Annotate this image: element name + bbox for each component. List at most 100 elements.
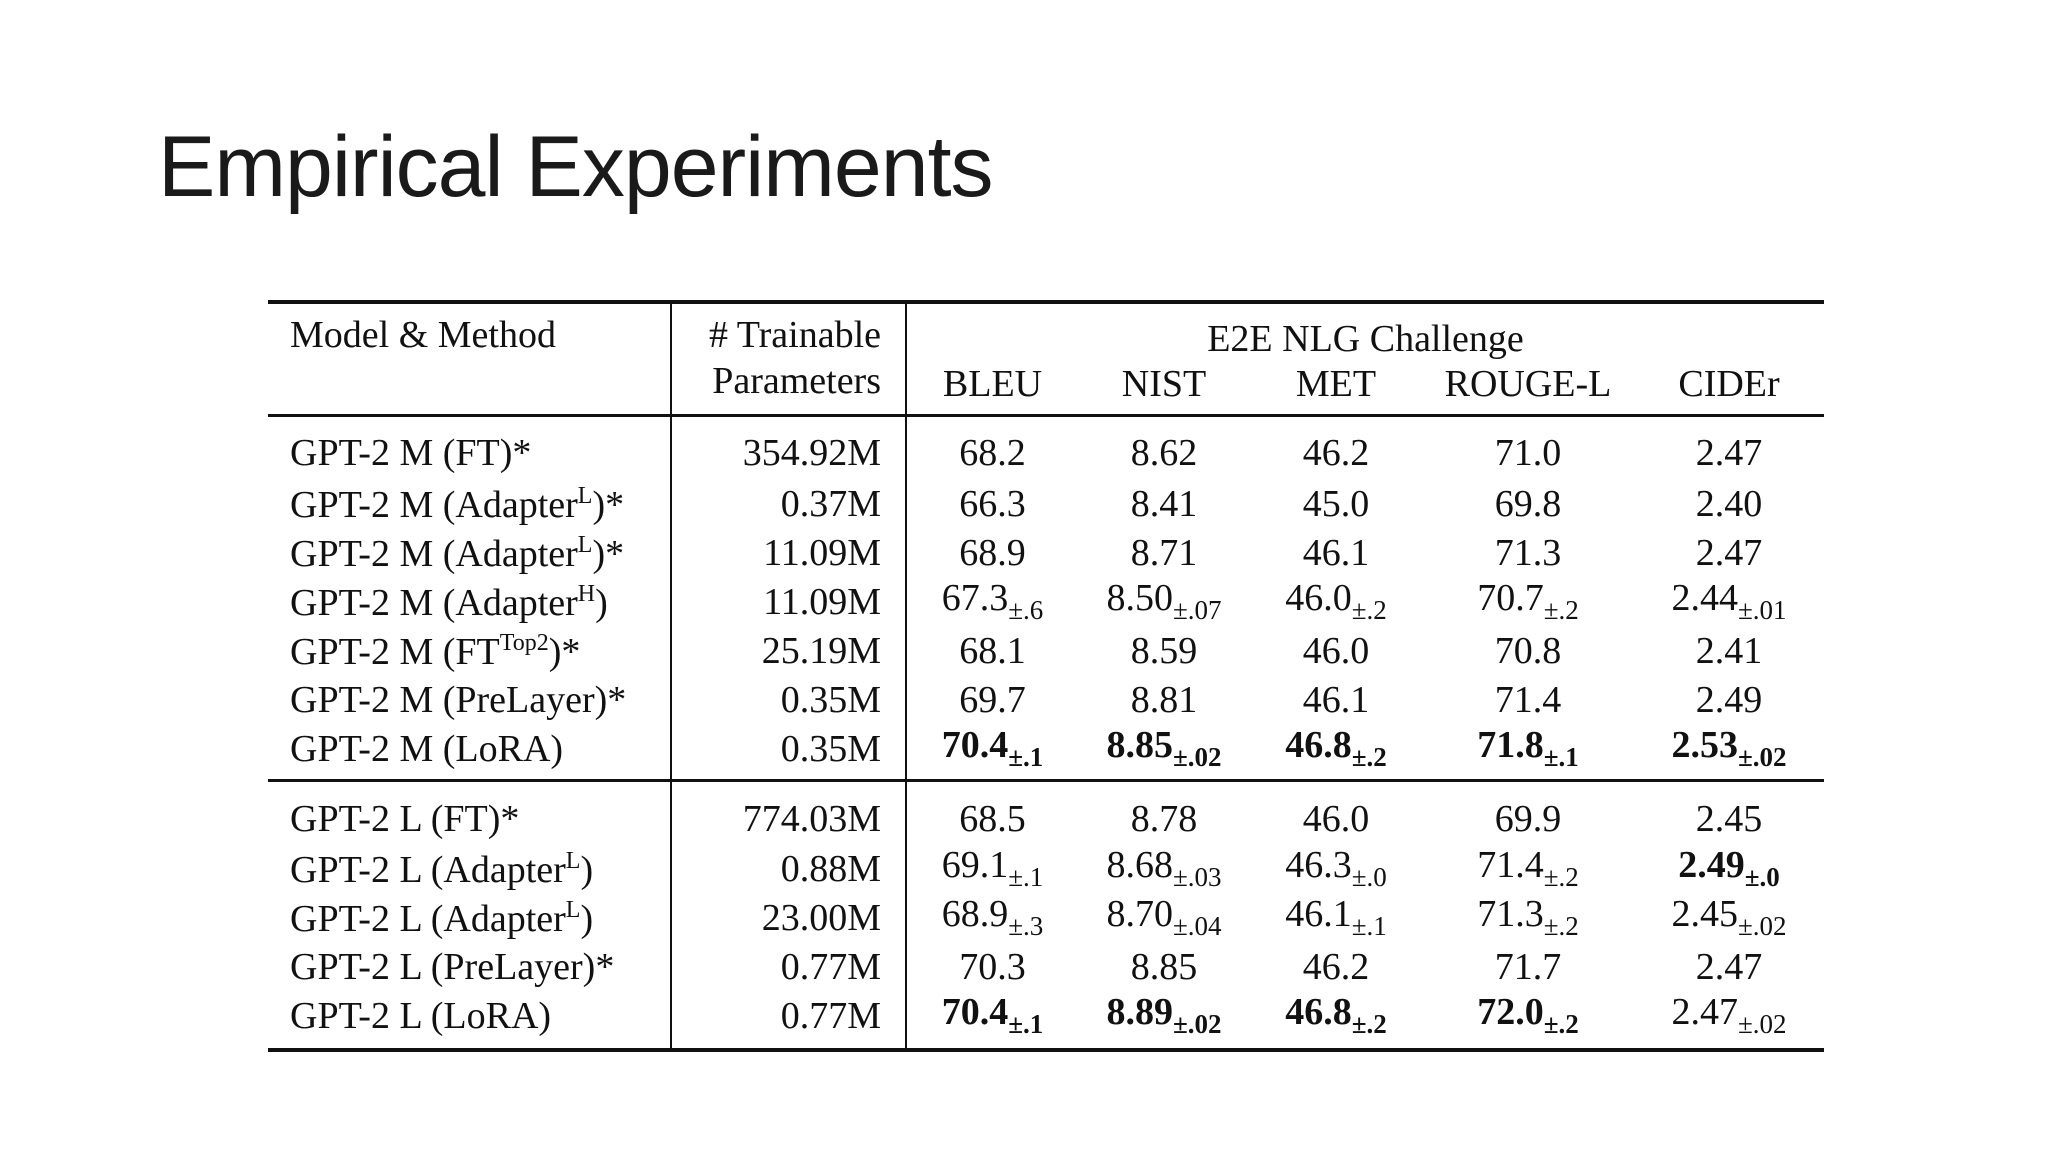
model-suffix: )*	[592, 483, 625, 526]
results-table: Model & Method # Trainable E2E NLG Chall…	[268, 300, 1825, 1052]
metric-std: ±.2	[1351, 1009, 1387, 1039]
model-superscript: L	[565, 896, 581, 923]
metric-std: ±.0	[1351, 862, 1387, 892]
metric-std: ±.2	[1543, 1009, 1579, 1039]
trainable-params-cell: 354.92M	[671, 415, 907, 479]
metric-cell: 2.47	[1634, 528, 1824, 577]
table-row: GPT-2 M (LoRA) 0.35M 70.4±.1 8.85±.02 46.8±.…	[268, 724, 1824, 781]
metric-cell: 2.40	[1634, 479, 1824, 528]
metric-cell: 2.49	[1634, 675, 1824, 724]
metric-cell: 2.41	[1634, 626, 1824, 675]
model-superscript: L	[577, 531, 593, 558]
metric-cell: 71.0	[1422, 416, 1634, 480]
metric-std: ±.1	[1008, 1009, 1044, 1039]
metric-cell: 8.71	[1078, 528, 1250, 577]
table-row: GPT-2 L (AdapterL) 23.00M 68.9±.3 8.70±.04 4…	[268, 893, 1824, 942]
metric-std: ±.0	[1744, 862, 1780, 892]
metric-value: 2.47	[1695, 531, 1763, 574]
metric-cell: 46.2	[1250, 416, 1422, 480]
metric-std: ±.03	[1172, 862, 1222, 892]
metric-value: 70.4	[941, 991, 1009, 1033]
metric-cell: 8.70±.04	[1078, 893, 1250, 942]
metric-std: ±.1	[1008, 862, 1044, 892]
metric-cell: 68.5	[906, 781, 1078, 845]
header-metric-bleu: BLEU	[942, 363, 1043, 405]
model-name: GPT-2 L (Adapter	[290, 848, 566, 891]
metric-value: 8.59	[1130, 629, 1198, 672]
metric-std: ±.07	[1172, 595, 1222, 625]
header-model-method: Model & Method	[268, 302, 672, 416]
metric-cell: 69.1±.1	[906, 844, 1078, 893]
model-method-cell: GPT-2 L (AdapterL)	[268, 844, 672, 893]
metric-value: 46.1	[1285, 893, 1352, 935]
table-row: GPT-2 M (AdapterH) 11.09M 67.3±.6 8.50±.07 4…	[268, 577, 1824, 626]
metric-value: 46.8	[1285, 991, 1352, 1033]
model-method-cell: GPT-2 M (FTTop2)*	[268, 626, 672, 675]
metric-cell: 70.3	[906, 942, 1078, 991]
metric-cell: 2.53±.02	[1634, 724, 1824, 781]
metric-value: 8.62	[1130, 432, 1198, 474]
metric-value: 8.70	[1106, 893, 1173, 935]
metric-value: 71.4	[1494, 678, 1562, 721]
header-metric-cider: CIDEr	[1678, 363, 1780, 405]
metric-cell: 2.45±.02	[1634, 893, 1824, 942]
metric-cell: 70.4±.1	[906, 991, 1078, 1050]
metric-std: ±.2	[1351, 742, 1387, 772]
model-name: GPT-2 M (Adapter	[290, 483, 578, 526]
metric-std: ±.2	[1351, 595, 1387, 625]
metric-value: 69.8	[1494, 482, 1562, 525]
metric-cell: 45.0	[1250, 479, 1422, 528]
metric-std: ±.1	[1543, 742, 1579, 772]
metric-cell: 68.2	[906, 416, 1078, 480]
model-name: GPT-2 M (PreLayer)*	[290, 678, 627, 721]
model-suffix: )*	[592, 532, 625, 575]
table-row: GPT-2 M (AdapterL)* 0.37M 66.3 8.41 45.0 69.8…	[268, 479, 1824, 528]
metric-cell: 70.7±.2	[1422, 577, 1634, 626]
metric-value: 2.47	[1695, 945, 1763, 988]
model-name: GPT-2 L (LoRA)	[290, 994, 552, 1037]
metric-cell: 68.1	[906, 626, 1078, 675]
header-e2e-group: E2E NLG Challenge	[1207, 318, 1524, 360]
metric-value: 2.40	[1695, 482, 1763, 525]
metric-value: 66.3	[959, 482, 1026, 525]
metric-std: ±.6	[1008, 595, 1044, 625]
model-name: GPT-2 M (FT	[290, 630, 500, 673]
trainable-params-cell: 0.37M	[671, 479, 907, 528]
metric-cell: 67.3±.6	[906, 577, 1078, 626]
metric-value: 71.8	[1477, 724, 1544, 766]
metric-value: 8.41	[1130, 482, 1198, 525]
metric-value: 70.7	[1477, 577, 1544, 619]
model-suffix: )	[595, 581, 608, 624]
metric-cell: 71.4	[1422, 675, 1634, 724]
metric-std: ±.02	[1172, 1009, 1222, 1039]
metric-value: 46.1	[1302, 678, 1370, 721]
metric-std: ±.01	[1737, 595, 1787, 625]
metric-cell: 46.1	[1250, 675, 1422, 724]
metric-value: 8.85	[1106, 724, 1173, 766]
metric-value: 8.89	[1106, 991, 1173, 1033]
metric-cell: 71.7	[1422, 942, 1634, 991]
metric-cell: 2.47	[1634, 416, 1824, 480]
metric-std: ±.02	[1737, 911, 1787, 941]
table-row: GPT-2 L (AdapterL) 0.88M 69.1±.1 8.68±.03 46…	[268, 844, 1824, 893]
metric-cell: 71.3	[1422, 528, 1634, 577]
model-superscript: H	[577, 580, 596, 607]
metric-value: 8.71	[1130, 531, 1198, 574]
metric-cell: 68.9±.3	[906, 893, 1078, 942]
model-method-cell: GPT-2 M (LoRA)	[268, 724, 672, 781]
metric-value: 68.9	[959, 531, 1026, 574]
metric-value: 68.5	[959, 798, 1026, 840]
metric-value: 70.4	[941, 724, 1009, 766]
table-row: GPT-2 L (LoRA) 0.77M 70.4±.1 8.89±.02 46.8±.…	[268, 991, 1824, 1050]
metric-value: 67.3	[941, 577, 1009, 619]
trainable-params-cell: 25.19M	[671, 626, 907, 675]
metric-value: 2.44	[1671, 577, 1738, 619]
metric-value: 2.53	[1671, 724, 1738, 766]
model-superscript: Top2	[499, 629, 549, 656]
metric-cell: 2.45	[1634, 781, 1824, 845]
metric-value: 71.3	[1477, 893, 1544, 935]
model-name: GPT-2 L (FT)*	[290, 798, 520, 840]
table-row: GPT-2 M (PreLayer)* 0.35M 69.7 8.81 46.1 71.4…	[268, 675, 1824, 724]
header-metric-rouge-l: ROUGE-L	[1444, 363, 1612, 405]
metric-cell: 70.4±.1	[906, 724, 1078, 781]
